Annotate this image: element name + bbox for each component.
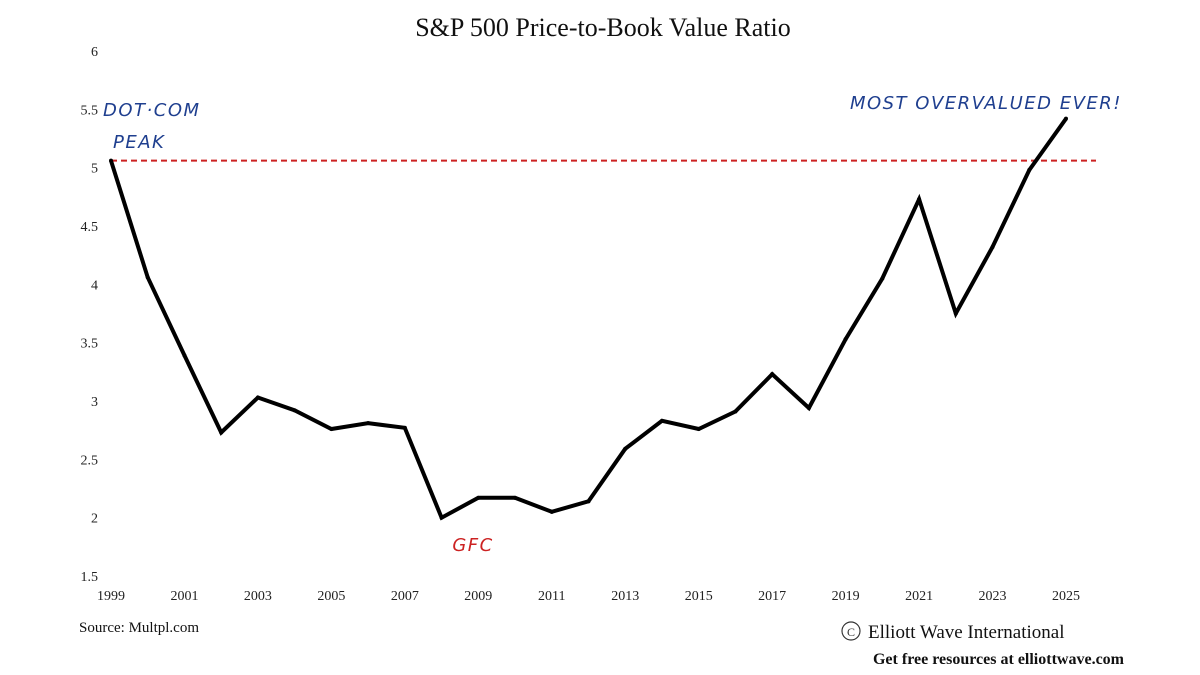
data-point bbox=[733, 409, 738, 414]
data-point bbox=[513, 495, 518, 500]
data-point bbox=[182, 353, 187, 358]
y-tick-label: 5 bbox=[91, 162, 98, 177]
x-tick-label: 2009 bbox=[464, 589, 492, 604]
series-group bbox=[109, 116, 1068, 521]
data-point bbox=[990, 245, 995, 249]
data-point bbox=[329, 427, 334, 431]
y-tick-label: 4 bbox=[91, 278, 98, 293]
x-tick-label: 2023 bbox=[979, 589, 1007, 604]
data-point bbox=[806, 406, 811, 410]
y-tick-label: 4.5 bbox=[81, 220, 99, 235]
x-tick-label: 2005 bbox=[317, 589, 345, 604]
data-point bbox=[843, 337, 848, 342]
y-tick-label: 6 bbox=[91, 45, 98, 60]
y-tick-label: 5.5 bbox=[81, 103, 99, 118]
data-point bbox=[953, 311, 958, 316]
y-tick-label: 3 bbox=[91, 395, 98, 410]
annotation-dotcom-line2: PEAK bbox=[113, 132, 165, 153]
y-tick-label: 2 bbox=[91, 512, 98, 527]
copyright-logo: C bbox=[841, 621, 861, 641]
source-note: Source: Multpl.com bbox=[79, 620, 199, 636]
annotation-most-overvalued: MOST OVERVALUED EVER! bbox=[850, 93, 1122, 114]
data-point bbox=[1064, 116, 1068, 121]
data-point bbox=[292, 408, 297, 413]
data-point bbox=[917, 197, 922, 202]
x-tick-label: 2019 bbox=[832, 589, 860, 604]
data-point bbox=[1027, 168, 1032, 172]
resources-text: Get free resources at elliottwave.com bbox=[873, 651, 1125, 668]
data-point bbox=[109, 158, 113, 163]
data-point bbox=[549, 509, 554, 514]
y-tick-label: 1.5 bbox=[81, 570, 99, 585]
x-tick-label: 2011 bbox=[538, 589, 565, 604]
x-tick-label: 2001 bbox=[170, 589, 198, 604]
chart-title: S&P 500 Price-to-Book Value Ratio bbox=[415, 13, 791, 42]
series-line bbox=[109, 117, 1068, 521]
annotation-gfc: GFC bbox=[452, 535, 493, 556]
y-axis: 1.5 2 2.5 3 3.5 4 4.5 5 5.5 6 bbox=[81, 45, 99, 585]
x-tick-label: 2013 bbox=[611, 589, 639, 604]
data-point bbox=[586, 499, 591, 504]
data-point bbox=[145, 275, 150, 280]
data-point bbox=[770, 372, 775, 377]
data-point bbox=[659, 418, 664, 423]
data-point bbox=[255, 395, 260, 400]
data-point bbox=[696, 427, 701, 431]
x-tick-label: 2025 bbox=[1052, 589, 1080, 604]
x-tick-label: 2021 bbox=[905, 589, 933, 604]
data-point bbox=[880, 276, 885, 281]
x-axis: 1999 2001 2003 2005 2007 2009 2011 2013 2015 2017… bbox=[97, 589, 1080, 604]
data-point bbox=[476, 495, 481, 500]
credit-text: Elliott Wave International bbox=[868, 622, 1065, 643]
x-tick-label: 2017 bbox=[758, 589, 786, 604]
data-point bbox=[219, 430, 224, 435]
copyright-symbol: C bbox=[847, 625, 855, 639]
x-tick-label: 1999 bbox=[97, 589, 125, 604]
x-tick-label: 2015 bbox=[685, 589, 713, 604]
y-tick-label: 3.5 bbox=[81, 337, 99, 352]
copyright-icon bbox=[841, 621, 861, 641]
data-point bbox=[623, 446, 628, 451]
y-tick-label: 2.5 bbox=[81, 453, 99, 468]
data-point bbox=[366, 421, 371, 426]
annotation-dotcom-line1: DOT·COM bbox=[103, 100, 201, 121]
data-point bbox=[402, 425, 407, 430]
x-tick-label: 2003 bbox=[244, 589, 272, 604]
data-point bbox=[439, 515, 444, 520]
annotations: DOT·COM PEAK GFC MOST OVERVALUED EVER! bbox=[103, 93, 1122, 556]
x-tick-label: 2007 bbox=[391, 589, 419, 604]
